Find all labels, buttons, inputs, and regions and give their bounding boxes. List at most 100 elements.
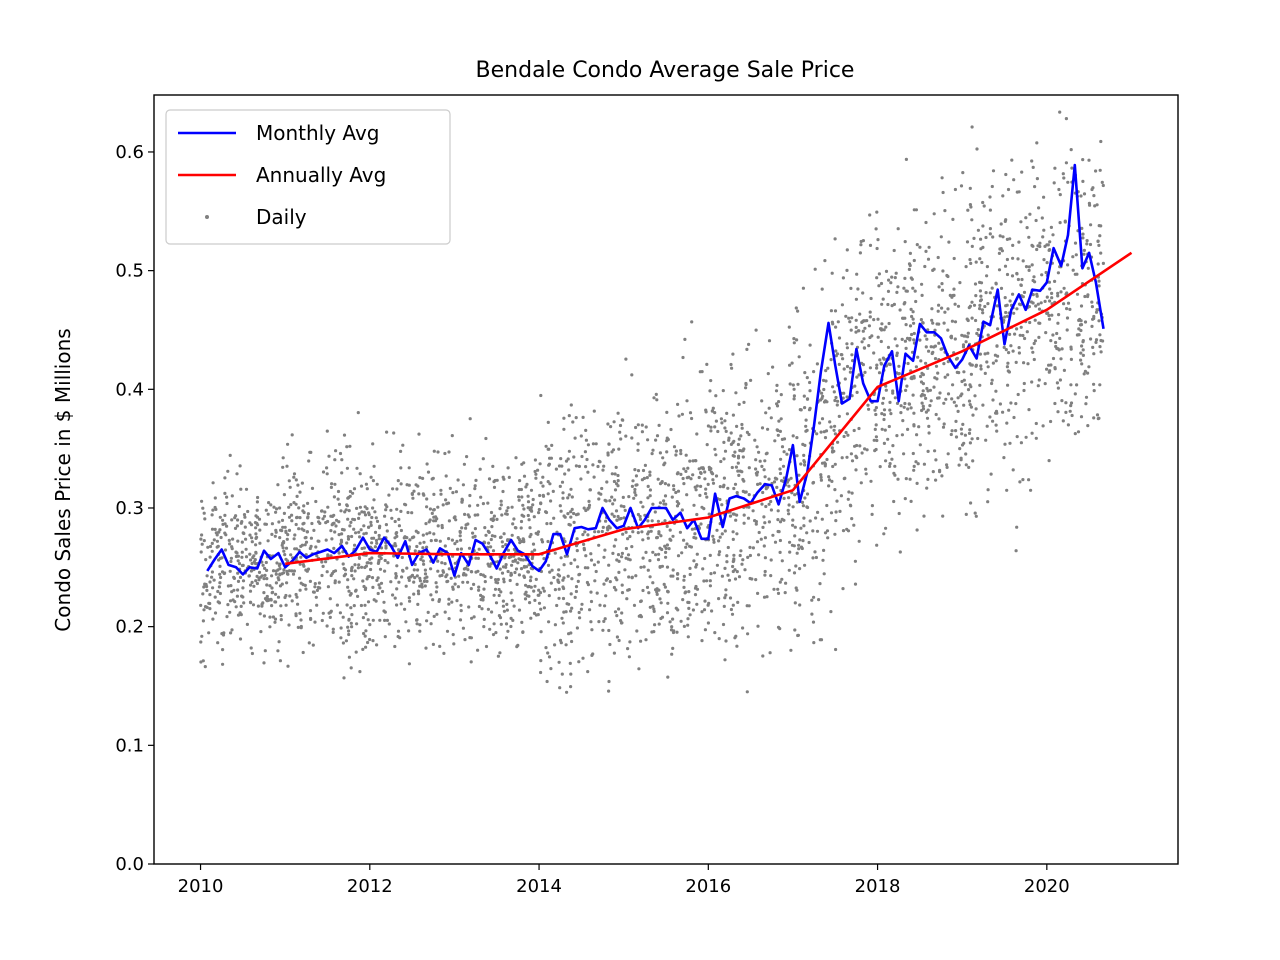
daily-point	[914, 365, 919, 369]
daily-point	[1008, 332, 1012, 336]
daily-point	[1064, 117, 1068, 121]
daily-point	[399, 509, 403, 513]
daily-point	[364, 645, 368, 649]
daily-point	[393, 536, 397, 540]
daily-point	[704, 492, 708, 496]
daily-point	[333, 579, 337, 583]
daily-point	[548, 482, 552, 486]
daily-point	[223, 548, 228, 552]
daily-point	[968, 441, 973, 445]
daily-point	[869, 296, 873, 301]
daily-point	[525, 482, 529, 486]
daily-point	[1079, 323, 1084, 327]
daily-point	[583, 566, 588, 570]
daily-point	[720, 574, 725, 578]
daily-point	[940, 288, 945, 292]
daily-point	[762, 544, 766, 548]
daily-point	[857, 539, 861, 543]
daily-point	[281, 465, 285, 469]
daily-point	[755, 473, 759, 477]
daily-point	[689, 477, 693, 481]
x-tick-label: 2016	[685, 876, 731, 897]
daily-point	[580, 454, 584, 459]
daily-point	[972, 303, 977, 307]
daily-point	[664, 550, 668, 555]
daily-point	[476, 503, 480, 507]
daily-point	[441, 569, 445, 573]
daily-point	[1062, 368, 1066, 372]
daily-point	[865, 448, 869, 452]
daily-point	[521, 503, 525, 507]
daily-point	[1019, 441, 1024, 445]
daily-point	[638, 514, 642, 519]
daily-point	[1017, 190, 1021, 194]
daily-point	[882, 357, 886, 361]
daily-point	[654, 588, 658, 592]
daily-point	[348, 524, 352, 528]
daily-point	[579, 607, 584, 611]
daily-point	[850, 353, 854, 357]
daily-point	[827, 475, 831, 479]
daily-point	[640, 423, 644, 427]
daily-point	[440, 523, 444, 528]
daily-point	[438, 539, 442, 543]
daily-point	[520, 620, 524, 625]
daily-point	[252, 554, 256, 558]
daily-point	[731, 512, 735, 516]
daily-point	[850, 459, 855, 463]
daily-point	[423, 568, 427, 572]
daily-point	[888, 408, 892, 412]
daily-point	[765, 595, 769, 599]
daily-point	[275, 507, 279, 511]
daily-point	[226, 469, 230, 473]
daily-point	[997, 268, 1002, 272]
daily-point	[663, 494, 668, 498]
daily-point	[860, 361, 864, 365]
daily-point	[300, 481, 304, 485]
daily-point	[853, 384, 857, 388]
daily-point	[803, 496, 807, 500]
daily-point	[1077, 327, 1081, 331]
daily-point	[529, 585, 533, 589]
daily-point	[648, 473, 652, 477]
daily-point	[1099, 338, 1103, 343]
daily-point	[864, 472, 868, 476]
daily-point	[695, 552, 699, 556]
daily-point	[1029, 488, 1033, 492]
daily-point	[489, 545, 493, 549]
daily-point	[854, 318, 858, 322]
daily-point	[1001, 235, 1005, 239]
daily-point	[605, 480, 609, 484]
daily-point	[235, 594, 239, 598]
daily-point	[612, 479, 617, 484]
daily-point	[926, 449, 930, 453]
daily-point	[250, 580, 254, 585]
daily-point	[754, 458, 758, 462]
daily-point	[510, 533, 514, 537]
daily-point	[889, 281, 893, 285]
daily-point	[413, 576, 417, 580]
daily-point	[903, 401, 907, 406]
daily-point	[505, 602, 509, 607]
daily-point	[267, 501, 271, 505]
daily-point	[254, 532, 258, 536]
daily-point	[672, 484, 676, 488]
daily-point	[964, 265, 968, 269]
daily-point	[1066, 180, 1070, 184]
daily-point	[963, 334, 967, 338]
daily-point	[336, 497, 340, 501]
daily-point	[654, 553, 658, 557]
daily-point	[614, 588, 618, 592]
daily-point	[979, 294, 983, 298]
daily-point	[430, 477, 434, 481]
daily-point	[374, 599, 378, 603]
daily-point	[892, 302, 897, 306]
daily-point	[962, 378, 966, 382]
daily-point	[201, 619, 205, 623]
daily-point	[589, 599, 594, 604]
daily-point	[296, 625, 300, 630]
daily-point	[380, 589, 385, 594]
daily-point	[290, 513, 294, 517]
daily-point	[607, 442, 611, 446]
daily-point	[964, 340, 968, 344]
